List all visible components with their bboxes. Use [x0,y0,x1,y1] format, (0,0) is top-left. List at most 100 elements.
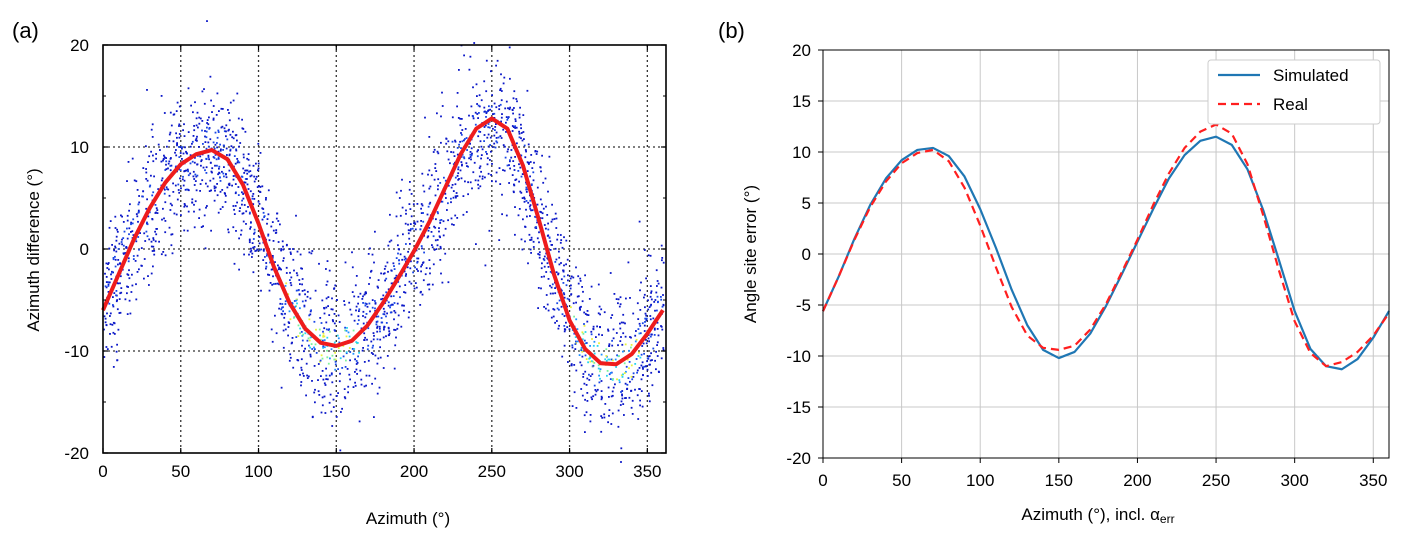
scatter-point [406,266,409,269]
scatter-point [357,302,359,305]
scatter-point [128,299,131,302]
scatter-point [520,123,522,126]
scatter-point [196,163,199,166]
scatter-point [389,304,392,307]
scatter-point [386,312,388,315]
scatter-point [352,329,355,332]
scatter-point [221,189,224,191]
scatter-point [211,111,213,113]
scatter-point [612,337,615,340]
scatter-point [113,292,116,294]
scatter-point [401,206,404,209]
scatter-point [484,264,487,267]
scatter-point [300,331,303,333]
scatter-point [219,208,222,210]
scatter-point [105,281,108,283]
scatter-point [586,400,589,402]
scatter-point [113,333,116,335]
scatter-point [407,232,410,235]
panel-b-label: (b) [718,18,745,43]
scatter-point [486,136,489,139]
scatter-point [475,243,477,245]
scatter-point [625,370,627,373]
scatter-point [315,352,318,354]
scatter-point [407,316,410,319]
scatter-point [587,314,590,316]
x-tick-label: 50 [892,471,911,490]
x-tick-label: 250 [1202,471,1230,490]
scatter-point [114,215,117,218]
scatter-point [255,249,258,252]
scatter-point [430,231,433,233]
scatter-point [216,194,219,197]
scatter-point [115,290,118,292]
scatter-point [634,334,637,337]
scatter-point [168,133,171,136]
scatter-point [289,248,291,250]
scatter-point [526,188,528,191]
scatter-point [504,145,506,148]
scatter-point [371,306,374,309]
scatter-point [647,337,650,340]
scatter-point [495,171,498,174]
scatter-point [541,154,543,157]
scatter-point [517,214,520,217]
scatter-point [624,382,627,385]
scatter-point [587,361,589,364]
scatter-point [356,342,359,344]
scatter-point [343,303,346,306]
scatter-point [413,222,415,225]
scatter-point [287,326,290,328]
scatter-point [485,90,488,93]
scatter-point [538,241,540,244]
scatter-point [580,388,583,390]
scatter-point [404,291,407,294]
scatter-point [452,190,455,192]
scatter-point [337,392,339,394]
scatter-point [397,314,400,317]
scatter-point [472,115,474,118]
scatter-point [624,397,626,399]
scatter-point [205,206,207,209]
scatter-point [461,140,464,143]
scatter-point [458,69,460,71]
scatter-point [408,311,411,313]
scatter-point [179,177,181,180]
scatter-point [295,305,297,307]
scatter-point [650,290,653,293]
scatter-point [282,329,285,332]
scatter-point [243,181,246,184]
scatter-point [151,218,154,220]
scatter-point [175,213,178,216]
scatter-point [619,327,622,330]
scatter-point [603,416,606,419]
scatter-point [217,129,220,132]
scatter-point [518,163,520,166]
scatter-point [474,179,477,182]
scatter-point [634,388,636,391]
scatter-point [329,357,331,360]
scatter-point [186,205,188,208]
scatter-point [112,257,115,259]
scatter-point [322,345,325,348]
scatter-point [322,332,325,335]
scatter-point [184,188,187,191]
scatter-point [662,261,665,264]
scatter-point [291,302,293,304]
scatter-point [412,203,415,206]
scatter-point [581,394,584,397]
scatter-point [120,287,123,289]
scatter-point [538,256,541,259]
scatter-point [615,332,618,334]
scatter-point [249,190,252,193]
scatter-point [212,141,215,144]
scatter-point [536,237,539,240]
scatter-point [487,110,489,112]
scatter-point [178,123,181,126]
scatter-point [460,161,463,163]
scatter-point [194,180,197,182]
scatter-point [420,245,423,247]
scatter-point [193,226,196,229]
scatter-point [563,296,566,299]
scatter-point [547,266,550,268]
